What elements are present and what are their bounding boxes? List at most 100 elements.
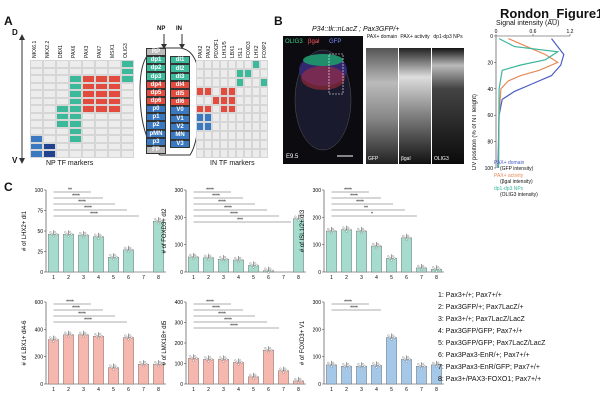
domain-dp6: dp6	[146, 96, 166, 106]
chart-point	[330, 365, 333, 368]
chart-point	[249, 262, 252, 265]
chart-point	[159, 361, 162, 364]
in-cell	[196, 77, 204, 87]
chart-point	[125, 336, 128, 339]
chart-point	[299, 377, 302, 380]
in-cell	[196, 113, 204, 123]
np-cell	[43, 105, 56, 113]
chart-point	[129, 246, 132, 249]
chart-point	[387, 334, 390, 337]
chart-bar	[356, 230, 367, 273]
chart-point	[392, 255, 395, 258]
in-cell	[204, 60, 212, 69]
in-cell	[260, 131, 268, 141]
genotype-1: 1: Pax3+/+; Pax7+/+	[438, 292, 502, 299]
np-cell	[43, 127, 56, 136]
chart-point	[332, 227, 335, 231]
np-cell	[30, 105, 43, 113]
domain-dp4: dp4	[146, 80, 166, 89]
chart-point	[65, 233, 68, 236]
chart-x-tick-label: 5	[112, 387, 115, 393]
np-cell	[56, 150, 69, 158]
np-cell	[56, 120, 69, 128]
chart-y-tick-label: 0	[40, 270, 43, 276]
chart-bar	[401, 359, 412, 385]
chart-point	[79, 331, 82, 334]
chart-point	[110, 366, 113, 369]
chart-x-tick-label: 4	[375, 275, 378, 281]
profile-y-tick-label: 60	[487, 113, 493, 119]
chart-point	[97, 337, 100, 340]
nt-progenitor-domains: RP dp1 dp2 dp3 dp4 dp5 dp6 p0 p1 p2 pMN p3 FP	[146, 48, 166, 154]
chart-x-tick-label: 2	[67, 275, 70, 281]
chart-y-tick-label: 200	[35, 355, 44, 361]
chart-point	[270, 269, 273, 272]
in-marker-0: PAX2	[198, 45, 204, 58]
chart-point	[269, 347, 272, 350]
np-cell	[95, 75, 108, 83]
chart-y-label: # of ISL1/2+ dl3	[300, 209, 306, 252]
chart-x-tick-label: 6	[405, 275, 408, 281]
domain-p3: p3	[146, 137, 166, 146]
chart-x-tick-label: 4	[375, 387, 378, 393]
legend-sub-pax-activity: (βgal intensity)	[500, 179, 533, 185]
chart-bar	[341, 366, 352, 385]
np-cell	[56, 112, 69, 121]
np-cell	[121, 120, 134, 128]
chart-point	[190, 357, 193, 360]
chart-point	[342, 226, 345, 229]
chart-point	[407, 356, 410, 359]
chart-y-tick-label: 400	[35, 327, 44, 333]
chart-bar	[188, 358, 199, 385]
panel-b-title: P34::tk::nLacZ ; Pax3GFP/+	[312, 26, 400, 33]
in-cell	[244, 140, 252, 150]
np-cell	[95, 105, 108, 113]
np-cell	[69, 150, 82, 158]
chart-point	[64, 331, 67, 334]
in-cell	[260, 95, 268, 105]
chart-x-tick-label: 3	[82, 387, 85, 393]
chart-x-tick-label: 7	[420, 275, 423, 281]
chart-sig-label: ****	[218, 312, 226, 318]
chart-sig-label: ****	[224, 318, 232, 324]
in-cell	[220, 149, 228, 158]
legend-entry-pax-domain: PAX+ domain	[494, 160, 525, 166]
chart-point	[142, 365, 145, 368]
genotype-2: 2: Pax3GFP/+; Pax7LacZ/+	[438, 304, 524, 311]
chart-x-tick-label: 5	[252, 275, 255, 281]
chart-point	[109, 254, 112, 257]
chart-point	[160, 220, 163, 223]
chart-point	[234, 359, 237, 362]
np-cell	[56, 75, 69, 83]
chart-x-tick-label: 2	[67, 387, 70, 393]
chart-point	[393, 336, 396, 339]
in-cell	[236, 95, 244, 105]
np-marker-headers: NKX6.1 NKX2.2 DBX1 PAX6 PAX3 PAX7 MSX1 OLIG3	[30, 24, 134, 60]
np-cell	[30, 127, 43, 136]
np-cell	[95, 97, 108, 106]
np-footer: NP TF markers	[46, 160, 94, 167]
np-cell	[108, 112, 121, 121]
np-cell	[56, 67, 69, 76]
chart-y-tick-label: 100	[313, 355, 322, 361]
chart-point	[420, 367, 423, 370]
chart-sig-label: ****	[84, 206, 92, 212]
in-cell	[252, 86, 260, 96]
chart-y-tick-label: 50	[37, 229, 43, 235]
chart-point	[110, 256, 113, 259]
in-cell	[228, 104, 236, 114]
in-cell	[220, 113, 228, 123]
dv-arrow-up	[19, 34, 25, 40]
chart-point	[124, 334, 127, 337]
np-cell	[121, 67, 134, 76]
chart-point	[423, 365, 426, 368]
chart-bar	[63, 334, 74, 385]
chart-sig-label: ****	[218, 200, 226, 206]
np-marker-5: PAX7	[97, 45, 103, 58]
chart-point	[433, 268, 436, 271]
legend-sub-dp-nps: (OLIG3 intensity)	[500, 192, 538, 198]
chart-point	[114, 364, 117, 367]
domain-FP: FP	[146, 145, 166, 154]
chart-x-tick-label: 8	[297, 387, 300, 393]
chart-point	[239, 256, 242, 260]
